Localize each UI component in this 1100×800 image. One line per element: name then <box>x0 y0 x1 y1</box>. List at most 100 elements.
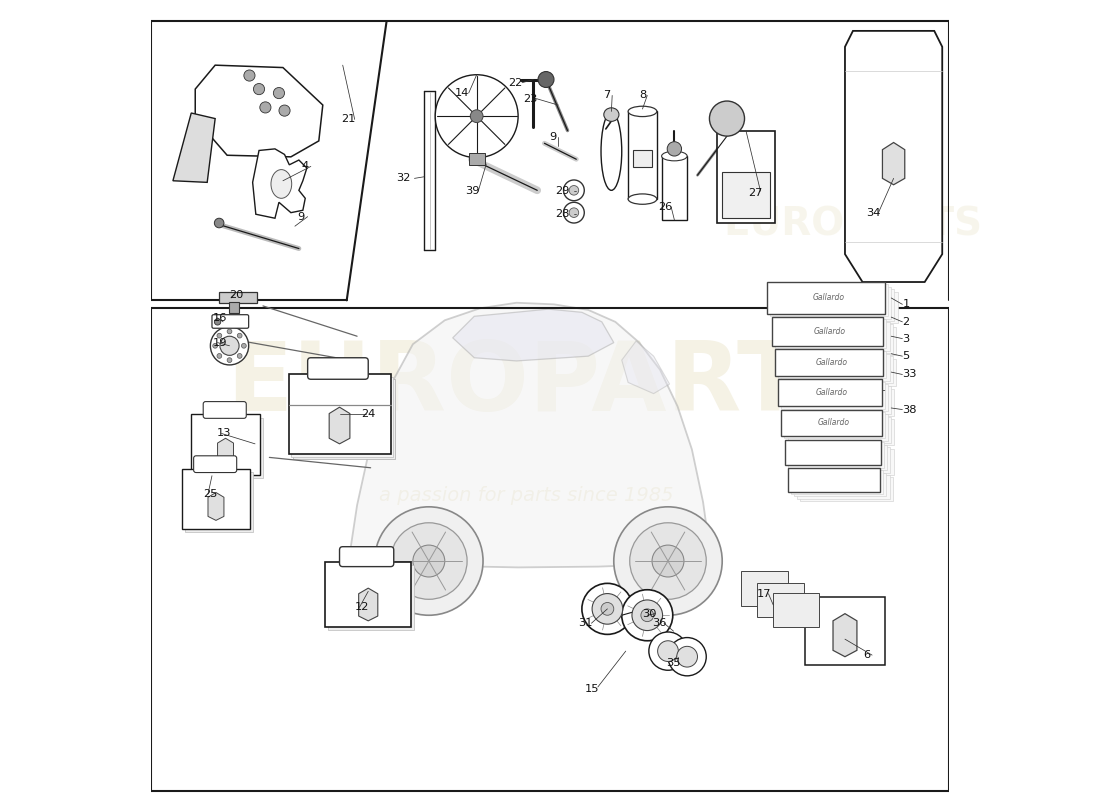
Text: 35: 35 <box>667 658 681 668</box>
Bar <box>778 322 890 350</box>
Ellipse shape <box>601 112 621 190</box>
Bar <box>326 562 411 627</box>
Text: 12: 12 <box>354 602 370 612</box>
Text: 13: 13 <box>217 429 231 438</box>
Text: Gallardo: Gallardo <box>812 294 844 302</box>
Polygon shape <box>359 588 377 621</box>
FancyBboxPatch shape <box>204 402 246 418</box>
Bar <box>770 285 888 316</box>
Circle shape <box>569 208 579 218</box>
Text: EUROPARTS: EUROPARTS <box>227 338 873 430</box>
Polygon shape <box>208 493 224 520</box>
Circle shape <box>436 74 518 158</box>
Circle shape <box>227 329 232 334</box>
Text: 21: 21 <box>341 114 355 124</box>
Bar <box>789 442 884 468</box>
Polygon shape <box>833 614 857 657</box>
Text: 30: 30 <box>642 609 657 618</box>
Polygon shape <box>195 65 322 157</box>
Polygon shape <box>845 31 943 282</box>
Text: 24: 24 <box>361 409 375 418</box>
Bar <box>791 470 883 494</box>
Text: 28: 28 <box>556 210 570 219</box>
Text: 14: 14 <box>455 88 470 98</box>
Bar <box>773 593 820 627</box>
Bar <box>788 358 896 386</box>
Circle shape <box>601 602 614 615</box>
Text: 27: 27 <box>748 188 763 198</box>
Text: Gallardo: Gallardo <box>816 388 848 398</box>
Bar <box>661 156 688 220</box>
Circle shape <box>621 590 673 641</box>
Bar <box>229 302 239 313</box>
Bar <box>469 153 485 165</box>
Bar <box>182 469 250 529</box>
Circle shape <box>471 110 483 122</box>
Circle shape <box>668 638 706 676</box>
Circle shape <box>242 343 246 348</box>
Circle shape <box>676 646 697 667</box>
Text: Gallardo: Gallardo <box>815 358 847 367</box>
FancyBboxPatch shape <box>194 456 236 473</box>
Circle shape <box>279 105 290 116</box>
Polygon shape <box>173 113 216 182</box>
Circle shape <box>710 101 745 136</box>
Bar <box>784 384 888 411</box>
Circle shape <box>641 609 653 622</box>
Text: 2: 2 <box>902 317 910 327</box>
Circle shape <box>210 326 249 365</box>
Bar <box>788 414 888 441</box>
Bar <box>632 150 652 167</box>
Bar <box>329 565 415 630</box>
Text: 3: 3 <box>902 334 910 344</box>
Circle shape <box>632 600 662 630</box>
Text: Gallardo: Gallardo <box>817 418 849 427</box>
Text: 29: 29 <box>556 186 570 196</box>
Ellipse shape <box>628 194 657 204</box>
Text: 6: 6 <box>864 650 871 660</box>
Bar <box>798 450 893 475</box>
Bar <box>784 412 884 438</box>
Text: 39: 39 <box>465 186 480 196</box>
Bar <box>778 351 887 378</box>
Ellipse shape <box>271 170 292 198</box>
Bar <box>805 597 884 665</box>
Bar <box>785 440 881 466</box>
Text: 19: 19 <box>212 338 228 347</box>
Text: Gallardo: Gallardo <box>814 327 846 336</box>
Circle shape <box>629 522 706 599</box>
Circle shape <box>214 218 224 228</box>
Text: 9: 9 <box>549 132 556 142</box>
Ellipse shape <box>628 106 657 117</box>
Text: 22: 22 <box>508 78 522 88</box>
Bar <box>195 418 263 478</box>
Text: 15: 15 <box>585 683 600 694</box>
Polygon shape <box>253 149 307 218</box>
Bar <box>185 472 253 532</box>
FancyBboxPatch shape <box>340 546 394 566</box>
Bar <box>791 389 894 416</box>
Bar <box>794 473 887 497</box>
Text: 8: 8 <box>639 90 646 101</box>
Text: 32: 32 <box>396 174 410 183</box>
Text: 17: 17 <box>757 589 771 598</box>
Polygon shape <box>329 407 350 444</box>
Ellipse shape <box>661 151 688 161</box>
Circle shape <box>658 641 679 662</box>
Bar <box>794 419 894 446</box>
Polygon shape <box>621 341 670 394</box>
Circle shape <box>375 507 483 615</box>
Circle shape <box>390 522 468 599</box>
Circle shape <box>563 180 584 201</box>
Circle shape <box>220 336 239 355</box>
Bar <box>777 289 894 321</box>
FancyBboxPatch shape <box>212 314 249 328</box>
Bar <box>801 478 893 502</box>
Bar <box>774 349 883 376</box>
Text: 1: 1 <box>902 299 910 310</box>
Bar <box>778 379 881 406</box>
Bar <box>784 356 893 383</box>
Bar <box>791 417 891 443</box>
Bar <box>774 319 887 348</box>
Bar <box>723 172 770 218</box>
